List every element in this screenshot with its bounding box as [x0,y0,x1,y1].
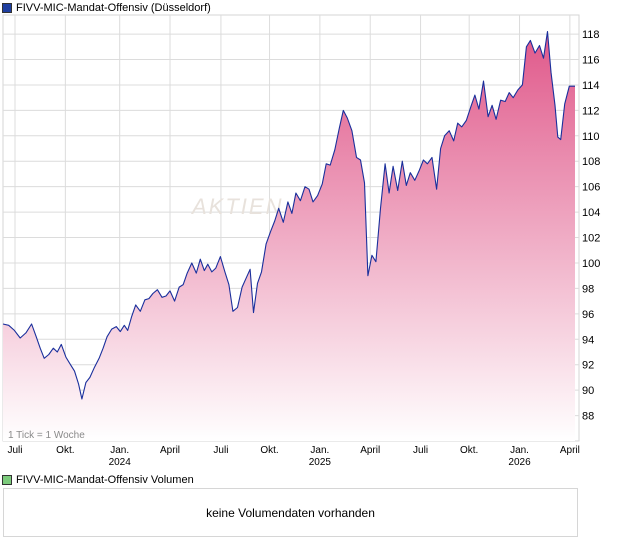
x-tick-year: 2024 [109,457,132,468]
y-tick-label: 90 [582,385,594,397]
price-legend: FIVV-MIC-Mandat-Offensiv (Düsseldorf) [2,1,211,15]
x-tick-label: April [560,445,580,456]
x-tick-label: April [360,445,380,456]
volume-title: FIVV-MIC-Mandat-Offensiv Volumen [16,474,194,486]
y-tick-label: 116 [582,55,600,67]
volume-panel: keine Volumendaten vorhanden [3,488,578,537]
y-tick-label: 104 [582,207,600,219]
x-tick-year: 2025 [309,457,332,468]
y-tick-label: 110 [582,131,600,143]
x-tick-label: Okt. [56,445,74,456]
y-tick-label: 106 [582,182,600,194]
y-tick-label: 94 [582,334,594,346]
price-chart: AKTIEN 88 90 92 94 96 98 100 102 104 106 108 110 112… [2,14,600,468]
price-area-fill [3,31,575,441]
watermark: AKTIEN [190,194,283,219]
y-tick-label: 98 [582,283,594,295]
y-axis-ticks: 88 90 92 94 96 98 100 102 104 106 108 110 112 114 116 1… [582,29,600,422]
x-tick-label: Juli [8,445,23,456]
x-tick-label: April [160,445,180,456]
y-tick-label: 118 [582,29,600,41]
y-tick-label: 114 [582,80,600,92]
price-legend-swatch [2,3,12,13]
y-tick-label: 88 [582,411,594,423]
y-tick-label: 92 [582,360,594,372]
area-layer [2,30,575,441]
y-tick-label: 108 [582,156,600,168]
x-tick-label: Juli [413,445,428,456]
x-tick-label: Okt. [460,445,478,456]
x-tick-label: Jan. [110,445,129,456]
volume-legend: FIVV-MIC-Mandat-Offensiv Volumen [2,473,194,487]
price-line [2,30,575,400]
x-tick-year: 2026 [508,457,531,468]
tick-note: 1 Tick = 1 Woche [8,430,85,441]
y-tick-label: 112 [582,105,600,117]
x-tick-label: Jan. [510,445,529,456]
no-volume-message: keine Volumendaten vorhanden [206,505,375,520]
x-tick-label: Jan. [310,445,329,456]
y-tick-label: 96 [582,309,594,321]
volume-legend-swatch [2,475,12,485]
y-tick-label: 102 [582,233,600,245]
x-tick-label: Juli [213,445,228,456]
y-tick-label: 100 [582,258,600,270]
chart-title: FIVV-MIC-Mandat-Offensiv (Düsseldorf) [16,2,211,14]
x-tick-label: Okt. [260,445,278,456]
